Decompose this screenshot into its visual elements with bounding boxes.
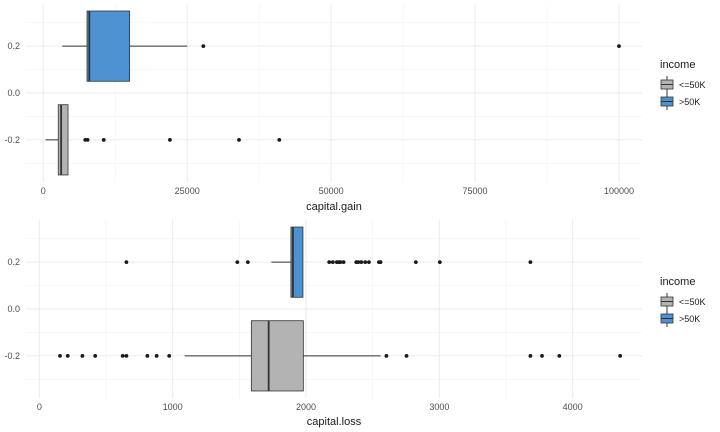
outlier-point bbox=[330, 260, 335, 265]
outlier-point bbox=[384, 353, 389, 358]
legend-label: >50K bbox=[679, 314, 700, 324]
outlier-point bbox=[237, 137, 241, 142]
y-tick-label: 0.2 bbox=[7, 41, 20, 51]
x-axis-title: capital.loss bbox=[307, 416, 362, 428]
x-tick-label: 25000 bbox=[175, 186, 200, 196]
outlier-point bbox=[338, 260, 343, 265]
outlier-point bbox=[404, 353, 409, 358]
outlier-point bbox=[101, 137, 106, 142]
legend-item: <=50K bbox=[660, 293, 706, 310]
legend: income <=50K >50K bbox=[660, 59, 706, 110]
outlier-point bbox=[235, 260, 240, 265]
box bbox=[86, 10, 131, 82]
x-tick-label: 2000 bbox=[296, 402, 316, 412]
boxplot-series-2 bbox=[124, 226, 533, 298]
legend-item: <=50K bbox=[660, 76, 706, 93]
x-tick-label: 100000 bbox=[604, 186, 634, 196]
outlier-point bbox=[378, 260, 383, 265]
y-tick-label: 0.0 bbox=[7, 88, 20, 98]
outlier-point bbox=[124, 353, 129, 358]
outlier-point bbox=[277, 137, 282, 142]
outlier-point bbox=[413, 260, 418, 265]
box bbox=[290, 226, 304, 298]
outlier-point bbox=[540, 353, 544, 358]
outlier-point bbox=[356, 260, 361, 265]
x-tick-label: 4000 bbox=[563, 402, 583, 412]
outlier-point bbox=[528, 353, 533, 358]
outlier-point bbox=[65, 353, 70, 358]
y-tick-label: -0.2 bbox=[4, 351, 20, 361]
outlier-point bbox=[201, 44, 206, 49]
y-tick-label: 0.2 bbox=[7, 257, 20, 267]
outlier-point bbox=[528, 260, 533, 265]
outlier-point bbox=[58, 353, 62, 358]
outlier-point bbox=[363, 260, 368, 265]
outlier-point bbox=[437, 260, 442, 265]
outlier-point bbox=[617, 44, 621, 49]
legend-label: >50K bbox=[679, 97, 700, 107]
outlier-point bbox=[154, 353, 159, 358]
box bbox=[250, 320, 304, 392]
chart-panel-2: 0.2 0.0 -0.2 0 1000 2000 3000 4000 capital.loss i… bbox=[4, 220, 706, 428]
x-axis-title: capital.gain bbox=[306, 201, 362, 213]
legend-label: <=50K bbox=[679, 80, 706, 90]
legend-item: >50K bbox=[660, 93, 700, 110]
outlier-point bbox=[367, 260, 371, 265]
outlier-point bbox=[327, 260, 332, 265]
outlier-point bbox=[145, 353, 150, 358]
outlier-point bbox=[245, 260, 250, 265]
x-tick-label: 0 bbox=[37, 402, 42, 412]
x-tick-label: 50000 bbox=[319, 186, 344, 196]
x-tick-label: 3000 bbox=[429, 402, 449, 412]
outlier-point bbox=[557, 353, 562, 358]
boxplot-series-1 bbox=[58, 320, 623, 392]
legend-item: >50K bbox=[660, 310, 700, 327]
x-tick-label: 75000 bbox=[463, 186, 488, 196]
outlier-point bbox=[124, 260, 129, 265]
legend-label: <=50K bbox=[679, 297, 706, 307]
chart-panel-1: 0.2 0.0 -0.2 0 25000 50000 75000 100000 capital.… bbox=[4, 4, 706, 213]
x-tick-label: 1000 bbox=[163, 402, 183, 412]
outlier-point bbox=[167, 353, 172, 358]
outlier-point bbox=[341, 260, 346, 265]
outlier-point bbox=[359, 260, 364, 265]
y-tick-label: 0.0 bbox=[7, 304, 20, 314]
legend-title: income bbox=[660, 276, 695, 288]
outlier-point bbox=[80, 353, 85, 358]
legend-title: income bbox=[660, 59, 695, 71]
outlier-point bbox=[168, 137, 172, 142]
box bbox=[57, 104, 69, 176]
outlier-point bbox=[93, 353, 98, 358]
x-tick-label: 0 bbox=[41, 186, 46, 196]
outlier-point bbox=[618, 353, 623, 358]
boxplot-series-1 bbox=[45, 104, 282, 176]
legend: income <=50K >50K bbox=[660, 276, 706, 327]
outlier-point bbox=[85, 137, 90, 142]
y-tick-label: -0.2 bbox=[4, 135, 20, 145]
outlier-point bbox=[120, 353, 125, 358]
boxplot-series-2 bbox=[62, 10, 621, 82]
